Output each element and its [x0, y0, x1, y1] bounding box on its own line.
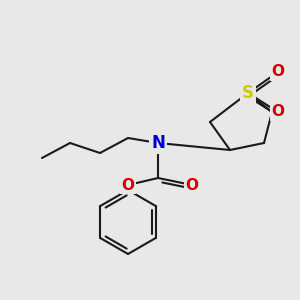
Text: O: O: [122, 178, 134, 193]
Text: O: O: [272, 104, 284, 119]
Text: O: O: [185, 178, 199, 193]
Text: O: O: [272, 64, 284, 80]
Text: N: N: [151, 134, 165, 152]
Text: S: S: [242, 84, 254, 102]
